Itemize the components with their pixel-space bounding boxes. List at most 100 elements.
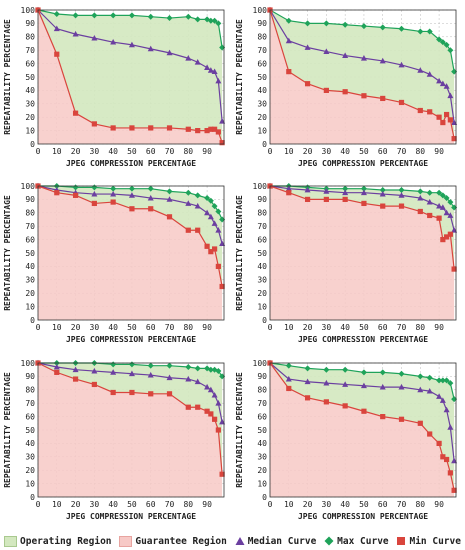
min-point — [417, 420, 423, 426]
max-point — [342, 185, 349, 192]
y-tick-label: 60 — [257, 59, 267, 68]
legend-item-guarantee: Guarantee Region — [119, 535, 227, 547]
x-tick-label: 80 — [415, 500, 425, 509]
min-point — [444, 456, 450, 463]
max-point — [443, 41, 450, 48]
median-point — [166, 374, 173, 381]
min-point — [447, 231, 453, 237]
x-tick-label: 60 — [146, 500, 156, 509]
median-point — [443, 83, 450, 89]
max-point — [447, 47, 454, 54]
plot-frame — [37, 362, 225, 498]
y-tick-label: 100 — [253, 182, 268, 191]
max-point — [360, 185, 367, 192]
x-tick-label: 0 — [36, 323, 41, 332]
min-point — [380, 203, 386, 209]
legend-label-operating: Operating Region — [20, 535, 112, 547]
median-point — [426, 387, 433, 394]
min-point — [451, 487, 457, 493]
max-point — [72, 12, 79, 19]
y-tick-label: 20 — [25, 113, 35, 122]
min-point — [286, 190, 292, 196]
plot-frame — [37, 9, 225, 145]
median-point — [323, 48, 330, 54]
plot-frame — [269, 9, 457, 145]
y-tick-label: 40 — [25, 86, 35, 95]
max-point — [185, 364, 192, 371]
x-tick-label: 50 — [127, 323, 137, 332]
median-point — [147, 45, 154, 52]
min-point — [323, 196, 329, 202]
y-tick-label: 30 — [257, 100, 267, 109]
median-point — [185, 55, 192, 61]
x-tick-label: 0 — [268, 323, 273, 332]
x-tick-label: 50 — [127, 500, 137, 509]
x-tick-label: 30 — [90, 147, 100, 156]
median-point — [342, 189, 349, 196]
min-point — [398, 416, 405, 422]
min-point — [380, 95, 386, 102]
y-tick-label: 70 — [25, 399, 35, 408]
y-axis-label: REPEATABILITY PERCENTAGE — [3, 372, 12, 488]
chart-panel-5: 0 10 20 30 40 50 60 70 80 90 100 0 10 20 30 40 50 60 70 80 9… — [3, 359, 226, 521]
median-point — [110, 369, 117, 375]
min-point — [447, 117, 453, 123]
max-point — [304, 20, 311, 27]
median-point — [436, 77, 443, 84]
max-point — [207, 197, 214, 204]
y-tick-label: 40 — [25, 262, 35, 271]
max-point — [166, 15, 173, 22]
x-tick-label: 50 — [359, 323, 369, 332]
x-tick-label: 0 — [36, 500, 41, 509]
legend: Operating Region Guarantee Region Median… — [0, 532, 465, 550]
guarantee-region — [270, 186, 455, 320]
median-point — [215, 77, 222, 84]
y-tick-label: 20 — [257, 289, 267, 298]
max-point — [166, 362, 173, 369]
x-tick-label: 0 — [268, 147, 273, 156]
median-point — [207, 213, 214, 220]
x-tick-label: 70 — [165, 147, 175, 156]
max-point — [185, 189, 192, 196]
y-tick-label: 70 — [25, 46, 35, 55]
median-point — [398, 192, 405, 198]
y-tick-label: 20 — [257, 113, 267, 122]
min-point — [436, 114, 442, 120]
min-point — [304, 395, 311, 401]
y-tick-label: 10 — [257, 126, 267, 135]
median-point — [342, 381, 349, 387]
median-point — [360, 189, 367, 196]
x-tick-label: 20 — [303, 500, 313, 509]
min-point — [361, 93, 367, 99]
y-tick-label: 30 — [257, 276, 267, 285]
min-point — [166, 391, 173, 397]
chart-panel-1: 0 10 20 30 40 50 60 70 80 90 100 0 10 20 30 40 50 60 70 80 9… — [3, 6, 226, 168]
min-point — [304, 81, 311, 87]
min-point — [204, 128, 210, 134]
median-point — [398, 61, 405, 68]
y-tick-label: 10 — [25, 126, 35, 135]
y-tick-label: 70 — [25, 222, 35, 231]
max-point — [439, 377, 446, 384]
operating-swatch-icon — [4, 535, 17, 547]
x-tick-label: 60 — [378, 500, 388, 509]
y-tick-label: 0 — [30, 140, 35, 149]
min-point — [304, 196, 311, 202]
x-tick-label: 70 — [165, 500, 175, 509]
y-tick-label: 60 — [25, 235, 35, 244]
min-point — [436, 440, 442, 446]
median-point — [379, 190, 386, 197]
median-point — [439, 204, 446, 210]
min-point — [323, 399, 329, 405]
max-point — [211, 203, 218, 210]
median-point — [91, 367, 98, 374]
max-point — [447, 199, 454, 206]
median-point — [185, 200, 192, 206]
legend-label-median: Median Curve — [247, 535, 317, 547]
median-point — [211, 391, 218, 398]
x-axis-label: JPEG COMPRESSION PERCENTAGE — [298, 159, 428, 168]
x-axis-label: JPEG COMPRESSION PERCENTAGE — [298, 335, 428, 344]
max-point — [417, 188, 424, 195]
max-point — [304, 365, 311, 372]
operating-region — [38, 186, 223, 287]
